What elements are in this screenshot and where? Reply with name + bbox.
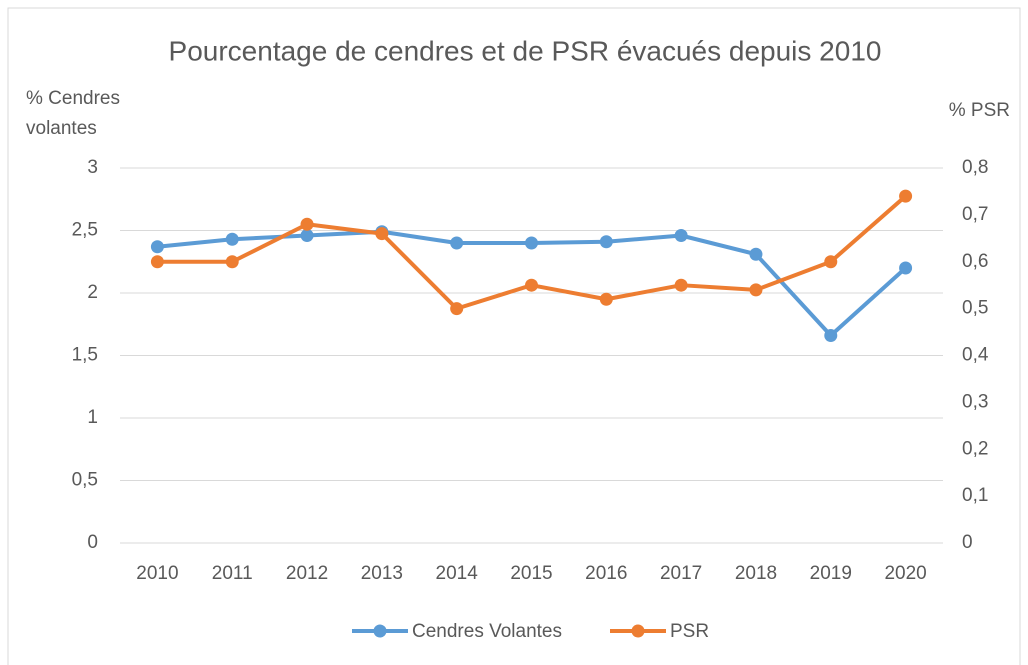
x-tick-label: 2019 bbox=[810, 563, 852, 584]
data-point bbox=[525, 278, 538, 292]
y-tick-label: 3 bbox=[87, 157, 98, 178]
y-axis-label: % Cendres volantes bbox=[26, 88, 120, 139]
data-point bbox=[375, 227, 389, 241]
y-tick-label: 1,5 bbox=[72, 345, 98, 366]
data-point bbox=[899, 261, 913, 275]
data-point bbox=[824, 329, 838, 342]
x-tick-label: 2011 bbox=[212, 563, 253, 584]
legend-label: Cendres Volantes bbox=[412, 621, 562, 642]
y-tick-label: 1 bbox=[87, 407, 98, 428]
x-tick-label: 2014 bbox=[436, 563, 479, 584]
data-point bbox=[225, 255, 239, 269]
data-point bbox=[674, 229, 688, 242]
x-tick-label: 2017 bbox=[660, 563, 702, 584]
data-point bbox=[899, 189, 913, 203]
x-tick-label: 2010 bbox=[136, 563, 178, 584]
x-tick-label: 2015 bbox=[510, 563, 552, 584]
y-tick-label: 0 bbox=[87, 532, 98, 553]
data-point bbox=[150, 240, 164, 254]
chart-frame bbox=[7, 7, 1021, 665]
y2-tick-label: 0,5 bbox=[962, 298, 988, 319]
y-tick-label: 0,5 bbox=[72, 470, 98, 491]
y2-tick-label: 0,2 bbox=[962, 438, 988, 459]
data-point bbox=[450, 236, 464, 250]
data-point bbox=[674, 278, 688, 292]
data-point bbox=[525, 236, 538, 250]
y-tick-label: 2,5 bbox=[72, 220, 98, 241]
y2-tick-label: 0,4 bbox=[962, 345, 989, 366]
y2-tick-label: 0,1 bbox=[962, 485, 988, 506]
data-point bbox=[599, 292, 613, 306]
y2-tick-label: 0,3 bbox=[962, 391, 988, 412]
x-tick-label: 2018 bbox=[735, 563, 777, 584]
data-point bbox=[824, 255, 838, 269]
data-point bbox=[599, 235, 613, 249]
x-tick-label: 2012 bbox=[286, 563, 328, 584]
data-point bbox=[300, 217, 314, 231]
data-point bbox=[749, 247, 763, 261]
data-point bbox=[225, 232, 239, 246]
data-point bbox=[450, 302, 464, 316]
x-tick-label: 2016 bbox=[585, 563, 627, 584]
legend-marker bbox=[631, 624, 645, 638]
y-tick-label: 2 bbox=[87, 282, 98, 303]
x-tick-label: 2020 bbox=[884, 563, 926, 584]
y2-tick-label: 0,7 bbox=[962, 204, 988, 225]
y2-tick-label: 0 bbox=[962, 532, 973, 553]
y2-tick-label: 0,6 bbox=[962, 251, 988, 272]
legend-label: PSR bbox=[670, 621, 709, 642]
data-point bbox=[749, 283, 763, 297]
y2-tick-label: 0,8 bbox=[962, 157, 988, 178]
chart-title: Pourcentage de cendres et de PSR évacués… bbox=[169, 35, 882, 66]
x-tick-label: 2013 bbox=[361, 563, 403, 584]
data-point bbox=[150, 255, 164, 269]
y2-axis-label: % PSR bbox=[949, 100, 1010, 121]
data-point bbox=[300, 229, 314, 242]
legend-marker bbox=[373, 624, 387, 638]
